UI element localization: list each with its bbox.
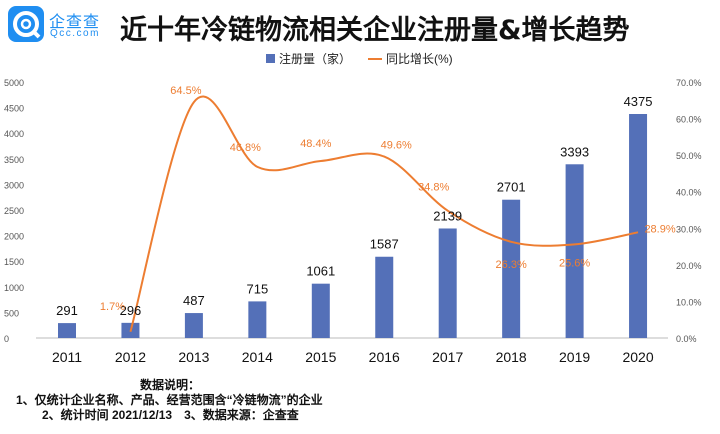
- y-right-tick: 10.0%: [676, 297, 702, 307]
- growth-label: 48.4%: [300, 138, 331, 150]
- growth-label: 34.8%: [418, 182, 449, 194]
- y-left-tick: 500: [4, 308, 19, 318]
- y-right-tick: 60.0%: [676, 115, 702, 125]
- legend-label-line: 同比增长(%): [386, 52, 453, 66]
- legend-label-bar: 注册量（家）: [279, 51, 351, 66]
- y-right-tick: 0.0%: [676, 334, 697, 344]
- bar-2015: [311, 283, 330, 338]
- y-right-tick: 50.0%: [676, 151, 702, 161]
- bar-label: 1061: [306, 264, 335, 279]
- growth-label: 26.3%: [496, 259, 527, 271]
- logo-text: 企查查: [49, 14, 101, 31]
- bar-label: 291: [56, 303, 78, 318]
- bar-2014: [248, 301, 267, 338]
- x-tick-label: 2020: [622, 349, 653, 365]
- legend-swatch-bar: [266, 54, 275, 63]
- bar-2017: [438, 228, 457, 338]
- x-tick-label: 2016: [369, 349, 400, 365]
- notes-line-2: 2、统计时间 2021/12/13 3、数据来源：企查查: [42, 408, 299, 422]
- x-tick-label: 2015: [305, 349, 336, 365]
- growth-label: 46.8%: [230, 142, 261, 154]
- bar-2019: [565, 164, 584, 338]
- growth-label: 49.6%: [381, 140, 412, 152]
- notes-line-1: 1、仅统计企业名称、产品、经营范围含“冷链物流”的企业: [16, 393, 323, 407]
- y-right-tick: 70.0%: [676, 78, 702, 88]
- x-tick-label: 2012: [115, 349, 146, 365]
- bar-2018: [502, 199, 521, 338]
- bar-2011: [58, 323, 76, 338]
- y-left-tick: 4000: [4, 129, 24, 139]
- data-notes: 数据说明： 1、仅统计企业名称、产品、经营范围含“冷链物流”的企业 2、统计时间…: [0, 378, 400, 423]
- qcc-logo-icon: [8, 6, 44, 42]
- bar-label: 715: [246, 281, 268, 296]
- y-left-tick: 5000: [4, 78, 24, 88]
- y-left-tick: 1500: [4, 257, 24, 267]
- x-tick-label: 2019: [559, 349, 590, 365]
- growth-label: 64.5%: [170, 85, 201, 97]
- y-left-tick: 1000: [4, 283, 24, 293]
- x-tick-label: 2017: [432, 349, 463, 365]
- bar-2016: [375, 256, 394, 338]
- bar-label: 3393: [560, 144, 589, 159]
- x-tick-label: 2018: [496, 349, 527, 365]
- bar-label: 2139: [433, 208, 462, 223]
- bar-label: 1587: [370, 237, 399, 252]
- bar-2013: [184, 313, 203, 338]
- y-left-tick: 4500: [4, 104, 24, 114]
- y-left-tick: 3000: [4, 180, 24, 190]
- legend: 注册量（家） 同比增长(%): [266, 51, 453, 66]
- y-right-tick: 30.0%: [676, 224, 702, 234]
- growth-line: [129, 95, 639, 333]
- growth-label: 28.9%: [644, 223, 675, 235]
- bar-label: 4375: [624, 94, 653, 109]
- y-left-tick: 2500: [4, 206, 24, 216]
- chart-plot: 注册量（家） 同比增长(%) 0 500 1000 1500 2000 2500 3000 3…: [4, 51, 702, 365]
- y-left-tick: 0: [4, 334, 9, 344]
- x-tick-label: 2013: [178, 349, 209, 365]
- y-right-tick: 40.0%: [676, 188, 702, 198]
- bar-label: 296: [120, 303, 142, 318]
- x-tick-label: 2014: [242, 349, 273, 365]
- bar-label: 2701: [497, 180, 526, 195]
- bar-2020: [629, 114, 648, 338]
- chart-title: 近十年冷链物流相关企业注册量&增长趋势: [120, 15, 630, 46]
- bar-label: 487: [183, 293, 205, 308]
- y-left-tick: 2000: [4, 232, 24, 242]
- y-right-tick: 20.0%: [676, 261, 702, 271]
- logo-domain: Qcc.com: [50, 28, 100, 39]
- growth-label: 1.7%: [100, 301, 125, 313]
- notes-heading: 数据说明：: [140, 378, 201, 392]
- x-tick-label: 2011: [52, 349, 82, 365]
- growth-label: 25.6%: [559, 257, 590, 269]
- y-left-tick: 3500: [4, 155, 24, 165]
